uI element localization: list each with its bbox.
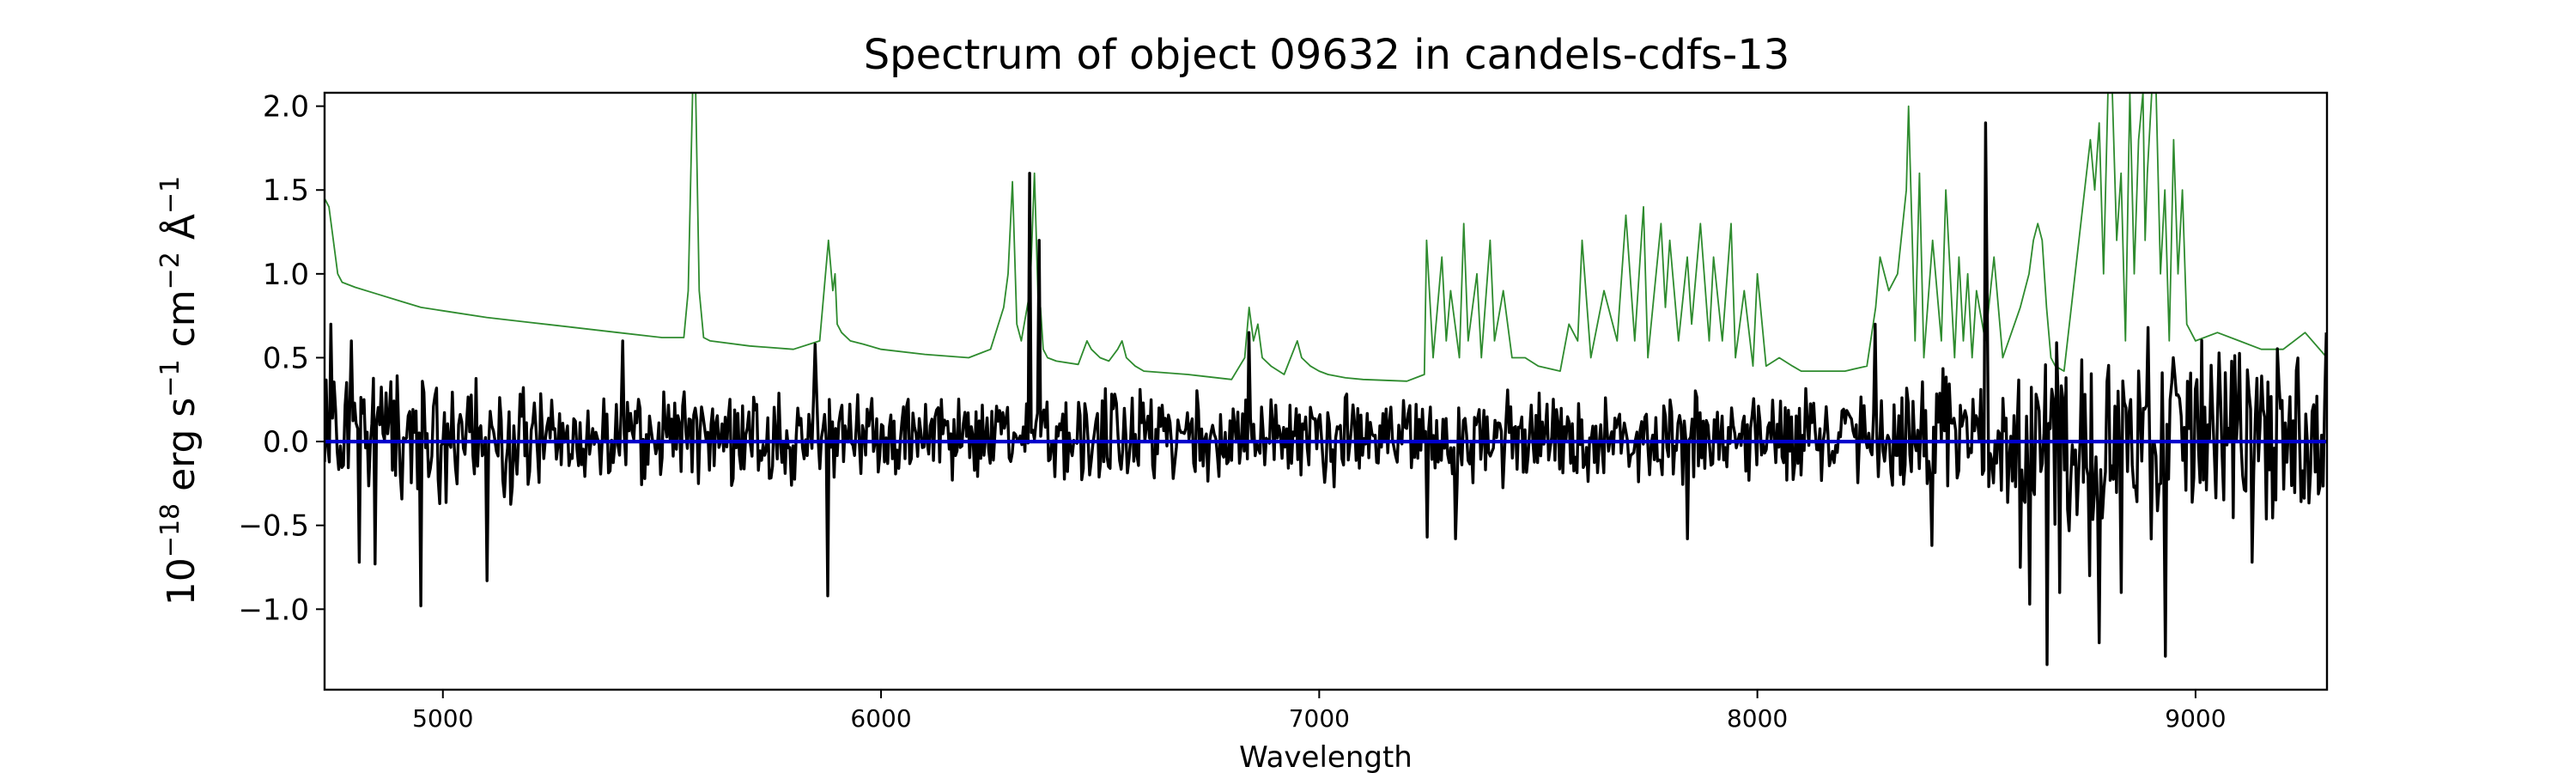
x-axis-label: Wavelength <box>1239 740 1413 773</box>
x-tick-label: 8000 <box>1727 704 1788 733</box>
y-tick-label: 1.0 <box>263 258 309 292</box>
y-tick-label: 1.5 <box>263 173 309 208</box>
chart-title: Spectrum of object 09632 in candels-cdfs… <box>864 31 1790 79</box>
x-tick-label: 7000 <box>1289 704 1350 733</box>
x-tick-label: 6000 <box>850 704 911 733</box>
y-axis: −1.0 −0.5 0.0 0.5 1.0 1.5 2.0 <box>238 90 325 627</box>
sky-model-line <box>325 93 2327 382</box>
observed-spectrum-line <box>325 121 2327 666</box>
x-axis: 5000 6000 7000 8000 9000 <box>412 690 2227 733</box>
y-label-exp3: −2 <box>155 252 185 289</box>
y-tick-label: 2.0 <box>263 90 309 125</box>
x-tick-label: 5000 <box>412 704 473 733</box>
y-label-exp2: −1 <box>155 359 185 397</box>
x-tick-label: 9000 <box>2165 704 2226 733</box>
plot-frame <box>323 91 2329 691</box>
y-tick-label: −0.5 <box>238 509 309 544</box>
plot-area <box>323 91 2329 691</box>
y-tick-label: 0.5 <box>263 341 309 375</box>
y-label-unit2: cm <box>160 289 204 359</box>
y-label-unit3: Å <box>158 214 204 252</box>
y-label-unit1: erg s <box>160 398 204 503</box>
y-tick-label: 0.0 <box>263 425 309 460</box>
y-label-prefix: 10 <box>160 557 204 606</box>
y-axis-label: 10−18 erg s−1 cm−2 Å−1 <box>155 176 204 606</box>
y-label-exp1: −18 <box>155 503 185 557</box>
y-label-exp4: −1 <box>155 176 185 214</box>
y-tick-label: −1.0 <box>238 593 309 627</box>
